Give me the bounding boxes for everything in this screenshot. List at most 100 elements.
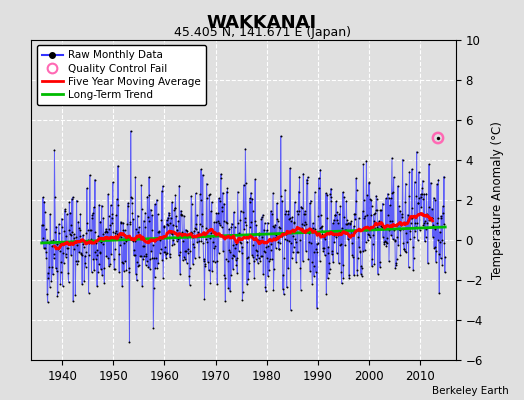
Point xyxy=(122,267,130,273)
Point xyxy=(132,226,140,233)
Point xyxy=(276,225,285,231)
Point xyxy=(343,221,352,227)
Point xyxy=(249,254,257,260)
Point xyxy=(278,198,286,204)
Point xyxy=(232,256,240,263)
Point xyxy=(191,225,199,231)
Point xyxy=(325,260,333,266)
Point xyxy=(227,272,235,278)
Point xyxy=(156,246,165,252)
Point xyxy=(136,234,144,241)
Point xyxy=(394,242,402,248)
Point xyxy=(129,216,137,222)
Point xyxy=(318,231,326,238)
Point xyxy=(161,250,170,257)
Point xyxy=(261,249,269,255)
Point xyxy=(287,239,296,246)
Point xyxy=(202,236,210,243)
Point xyxy=(283,211,292,218)
Point xyxy=(83,220,92,226)
Point xyxy=(405,264,413,270)
Point xyxy=(293,249,302,256)
Point xyxy=(78,281,86,288)
Point xyxy=(157,235,165,241)
Point xyxy=(142,251,150,258)
Point xyxy=(115,232,124,238)
Point xyxy=(275,246,283,252)
Point xyxy=(417,191,425,197)
Point xyxy=(63,245,71,251)
Point xyxy=(80,244,88,250)
Point xyxy=(107,214,116,221)
Point xyxy=(221,274,229,281)
Point xyxy=(77,250,85,257)
Point xyxy=(195,221,204,228)
Point xyxy=(50,251,58,258)
Point xyxy=(51,265,60,272)
Point xyxy=(368,263,376,270)
Point xyxy=(382,195,390,202)
Point xyxy=(314,175,323,181)
Point xyxy=(277,230,286,236)
Point xyxy=(308,281,316,288)
Point xyxy=(42,249,50,255)
Point xyxy=(430,244,439,251)
Point xyxy=(332,234,340,240)
Point xyxy=(175,182,183,189)
Point xyxy=(281,210,290,217)
Point xyxy=(147,247,156,254)
Point xyxy=(271,222,279,228)
Point xyxy=(106,261,114,267)
Point xyxy=(76,233,84,239)
Point xyxy=(336,241,345,247)
Point xyxy=(286,165,294,171)
Point xyxy=(186,265,194,272)
Point xyxy=(135,224,144,230)
Point xyxy=(60,260,68,266)
Y-axis label: Temperature Anomaly (°C): Temperature Anomaly (°C) xyxy=(492,121,504,279)
Point xyxy=(425,217,434,223)
Point xyxy=(413,220,421,226)
Point xyxy=(379,226,388,232)
Point xyxy=(108,179,117,186)
Point xyxy=(289,233,297,239)
Point xyxy=(221,298,230,304)
Point xyxy=(429,234,437,240)
Point xyxy=(185,272,193,279)
Point xyxy=(52,268,61,275)
Point xyxy=(389,174,398,180)
Point xyxy=(144,264,152,271)
Point xyxy=(412,149,421,155)
Point xyxy=(307,198,315,204)
Point xyxy=(286,215,294,221)
Point xyxy=(183,246,192,252)
Point xyxy=(193,229,202,235)
Point xyxy=(152,197,161,203)
Point xyxy=(225,232,234,238)
Point xyxy=(438,237,446,243)
Point xyxy=(58,224,67,230)
Point xyxy=(298,205,306,212)
Point xyxy=(47,277,56,284)
Point xyxy=(437,214,445,221)
Point xyxy=(206,208,215,215)
Point xyxy=(103,229,112,235)
Point xyxy=(357,263,365,269)
Point xyxy=(225,226,233,232)
Point xyxy=(169,237,178,243)
Point xyxy=(60,228,69,234)
Point xyxy=(43,299,52,305)
Point xyxy=(375,259,384,265)
Point xyxy=(156,237,165,243)
Point xyxy=(339,274,347,281)
Point xyxy=(288,255,296,262)
Point xyxy=(54,221,63,227)
Point xyxy=(86,227,95,233)
Point xyxy=(40,245,48,251)
Point xyxy=(300,222,308,228)
Point xyxy=(256,238,264,244)
Point xyxy=(78,252,86,258)
Point xyxy=(81,263,90,270)
Point xyxy=(225,247,233,253)
Point xyxy=(79,232,87,238)
